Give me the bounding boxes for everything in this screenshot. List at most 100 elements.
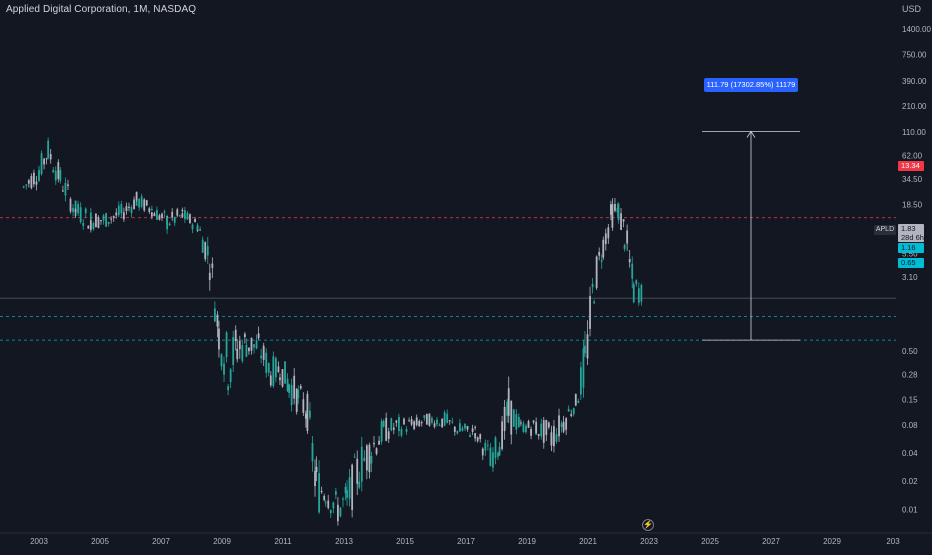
candle-body [481, 448, 484, 456]
candle-body [375, 448, 378, 454]
candle-body [140, 196, 143, 207]
candle-body [525, 425, 527, 433]
candle-body [628, 259, 631, 263]
candle-body [206, 246, 209, 256]
candle-body [281, 369, 284, 387]
candle-body [130, 207, 133, 214]
x-tick-label: 2007 [152, 537, 170, 546]
candle-body [459, 429, 461, 432]
candle-body [602, 239, 605, 258]
chart-title: Applied Digital Corporation, 1M, NASDAQ [6, 4, 197, 15]
candle-body [171, 211, 174, 218]
candle-body [133, 199, 135, 209]
x-tick-label: 2015 [396, 537, 414, 546]
candle-body [574, 393, 577, 406]
candle-body [530, 428, 532, 436]
candle-body [213, 308, 216, 322]
candle-body [522, 423, 525, 433]
candle-body [370, 456, 373, 464]
candle-body [43, 158, 45, 165]
candle-body [358, 481, 361, 488]
candle-body [431, 418, 433, 423]
candle-body [497, 452, 499, 457]
candle-body [176, 209, 179, 216]
candle-body [295, 388, 298, 412]
x-tick-label: 2013 [335, 537, 353, 546]
candle-body [489, 458, 492, 467]
candle-body [408, 420, 410, 422]
candle-body [464, 423, 466, 429]
candle-body [306, 393, 309, 431]
candle-body [385, 417, 388, 441]
candle-body [486, 444, 489, 446]
candle-body [570, 414, 573, 416]
candle-body [365, 445, 368, 471]
candle-body [241, 345, 244, 361]
candle-body [433, 423, 436, 427]
candle-body [225, 332, 228, 358]
candle-body [360, 446, 363, 482]
candle-body [304, 413, 307, 419]
candle-body [267, 363, 270, 373]
candle-body [623, 244, 626, 249]
candle-body [398, 417, 400, 423]
candle-body [102, 215, 105, 221]
candle-body [346, 490, 348, 498]
y-tick-label: 34.50 [902, 175, 923, 184]
y-tick-label: 110.00 [902, 128, 926, 137]
candle-body [446, 413, 449, 423]
candle-body [510, 400, 513, 435]
candle-body [89, 212, 92, 220]
candle-body [540, 423, 543, 437]
candle-body [148, 208, 151, 212]
red-level-tag: 13.34 [898, 161, 924, 171]
candle-body [503, 406, 506, 431]
candle-body [286, 378, 289, 391]
candle-body [223, 363, 225, 375]
candle-body [622, 219, 625, 222]
candle-body [329, 510, 332, 514]
candle-body [64, 182, 67, 196]
measure-label[interactable]: 111.79 (17302.85%) 11179 [704, 78, 798, 92]
candle-body [635, 280, 638, 285]
candle-body [324, 502, 327, 504]
lightning-icon[interactable]: ⚡ [642, 519, 654, 531]
candle-body [163, 211, 166, 213]
candle-body [112, 215, 115, 218]
y-tick-label: 0.15 [902, 396, 918, 405]
candle-body [253, 344, 255, 348]
candle-body [196, 225, 199, 230]
candle-body [428, 413, 431, 417]
candle-body [461, 427, 464, 431]
candle-body [243, 333, 246, 337]
candle-body [337, 504, 339, 522]
candle-body [395, 420, 398, 423]
candle-body [238, 340, 241, 350]
candle-body [410, 419, 413, 425]
x-tick-label: 2003 [30, 537, 48, 546]
candle-body [69, 198, 72, 212]
candle-body [138, 199, 141, 208]
candle-body [135, 191, 138, 201]
candle-body [506, 401, 509, 416]
candle-body [61, 190, 64, 192]
candle-body [199, 229, 202, 231]
candle-body [378, 440, 380, 445]
candle-body [250, 337, 253, 351]
candle-body [236, 348, 239, 360]
candle-body [201, 239, 204, 253]
candle-body [565, 418, 568, 430]
x-tick-label: 2025 [701, 537, 719, 546]
candle-body [617, 204, 620, 221]
candle-body [611, 204, 614, 228]
candle-body [469, 435, 471, 437]
candle-body [342, 498, 344, 500]
y-tick-label: 390.00 [902, 77, 927, 86]
candle-body [181, 213, 184, 218]
candle-body [542, 420, 545, 443]
candle-body [320, 490, 323, 493]
candle-body [632, 284, 635, 303]
candle-body [22, 186, 25, 188]
